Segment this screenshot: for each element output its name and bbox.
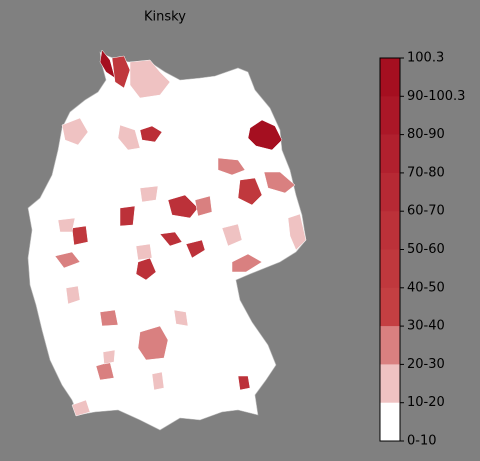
colorbar-label: 20-30 bbox=[407, 357, 445, 372]
colorbar-label: 70-80 bbox=[407, 165, 445, 180]
germany-map bbox=[27, 49, 307, 431]
district bbox=[111, 55, 131, 89]
colorbar-label: 10-20 bbox=[407, 395, 445, 410]
district bbox=[185, 239, 206, 259]
colorbar-segment bbox=[380, 364, 400, 403]
colorbar-segment bbox=[380, 287, 400, 327]
district bbox=[247, 119, 283, 151]
colorbar-segment bbox=[380, 58, 400, 97]
district bbox=[102, 349, 116, 365]
district bbox=[217, 157, 246, 176]
colorbar-label: 50-60 bbox=[407, 242, 445, 257]
district bbox=[263, 171, 296, 194]
district bbox=[57, 217, 76, 233]
district bbox=[137, 325, 169, 361]
district bbox=[159, 231, 183, 247]
district bbox=[129, 59, 171, 99]
district bbox=[231, 253, 263, 273]
districts bbox=[54, 49, 307, 417]
colorbar-label: 80-90 bbox=[407, 127, 445, 142]
colorbar-segment bbox=[380, 326, 400, 365]
district bbox=[65, 285, 81, 305]
district bbox=[237, 177, 263, 206]
district bbox=[99, 309, 119, 327]
district bbox=[54, 251, 81, 269]
district bbox=[194, 195, 213, 217]
map-title: Kinsky bbox=[144, 10, 186, 25]
district bbox=[221, 223, 243, 247]
district bbox=[117, 124, 141, 151]
district bbox=[119, 205, 136, 227]
colorbar-label: 40-50 bbox=[407, 280, 445, 295]
district bbox=[135, 243, 153, 261]
district bbox=[287, 213, 307, 251]
colorbar-segment bbox=[380, 249, 400, 289]
colorbar-label: 100.3 bbox=[407, 51, 444, 66]
district bbox=[173, 309, 189, 327]
colorbar-label: 90-100.3 bbox=[407, 89, 465, 104]
district bbox=[71, 225, 89, 246]
colorbar-label: 60-70 bbox=[407, 204, 445, 219]
district bbox=[139, 185, 159, 203]
colorbar-label: 30-40 bbox=[407, 319, 445, 334]
district bbox=[139, 125, 163, 143]
district bbox=[151, 371, 165, 391]
colorbar-segment bbox=[380, 172, 400, 212]
colorbar-segment bbox=[380, 96, 400, 135]
district bbox=[167, 194, 199, 219]
colorbar-segment bbox=[380, 402, 400, 442]
colorbar-segment bbox=[380, 211, 400, 250]
district bbox=[99, 49, 116, 79]
colorbar: 100.3 90-100.3 80-90 70-80 60-70 50-60 40-50 30… bbox=[379, 51, 465, 449]
colorbar-segment bbox=[380, 134, 400, 174]
district bbox=[61, 117, 89, 146]
colorbar-label: 0-10 bbox=[407, 434, 437, 449]
district bbox=[71, 399, 91, 417]
district bbox=[237, 375, 251, 391]
